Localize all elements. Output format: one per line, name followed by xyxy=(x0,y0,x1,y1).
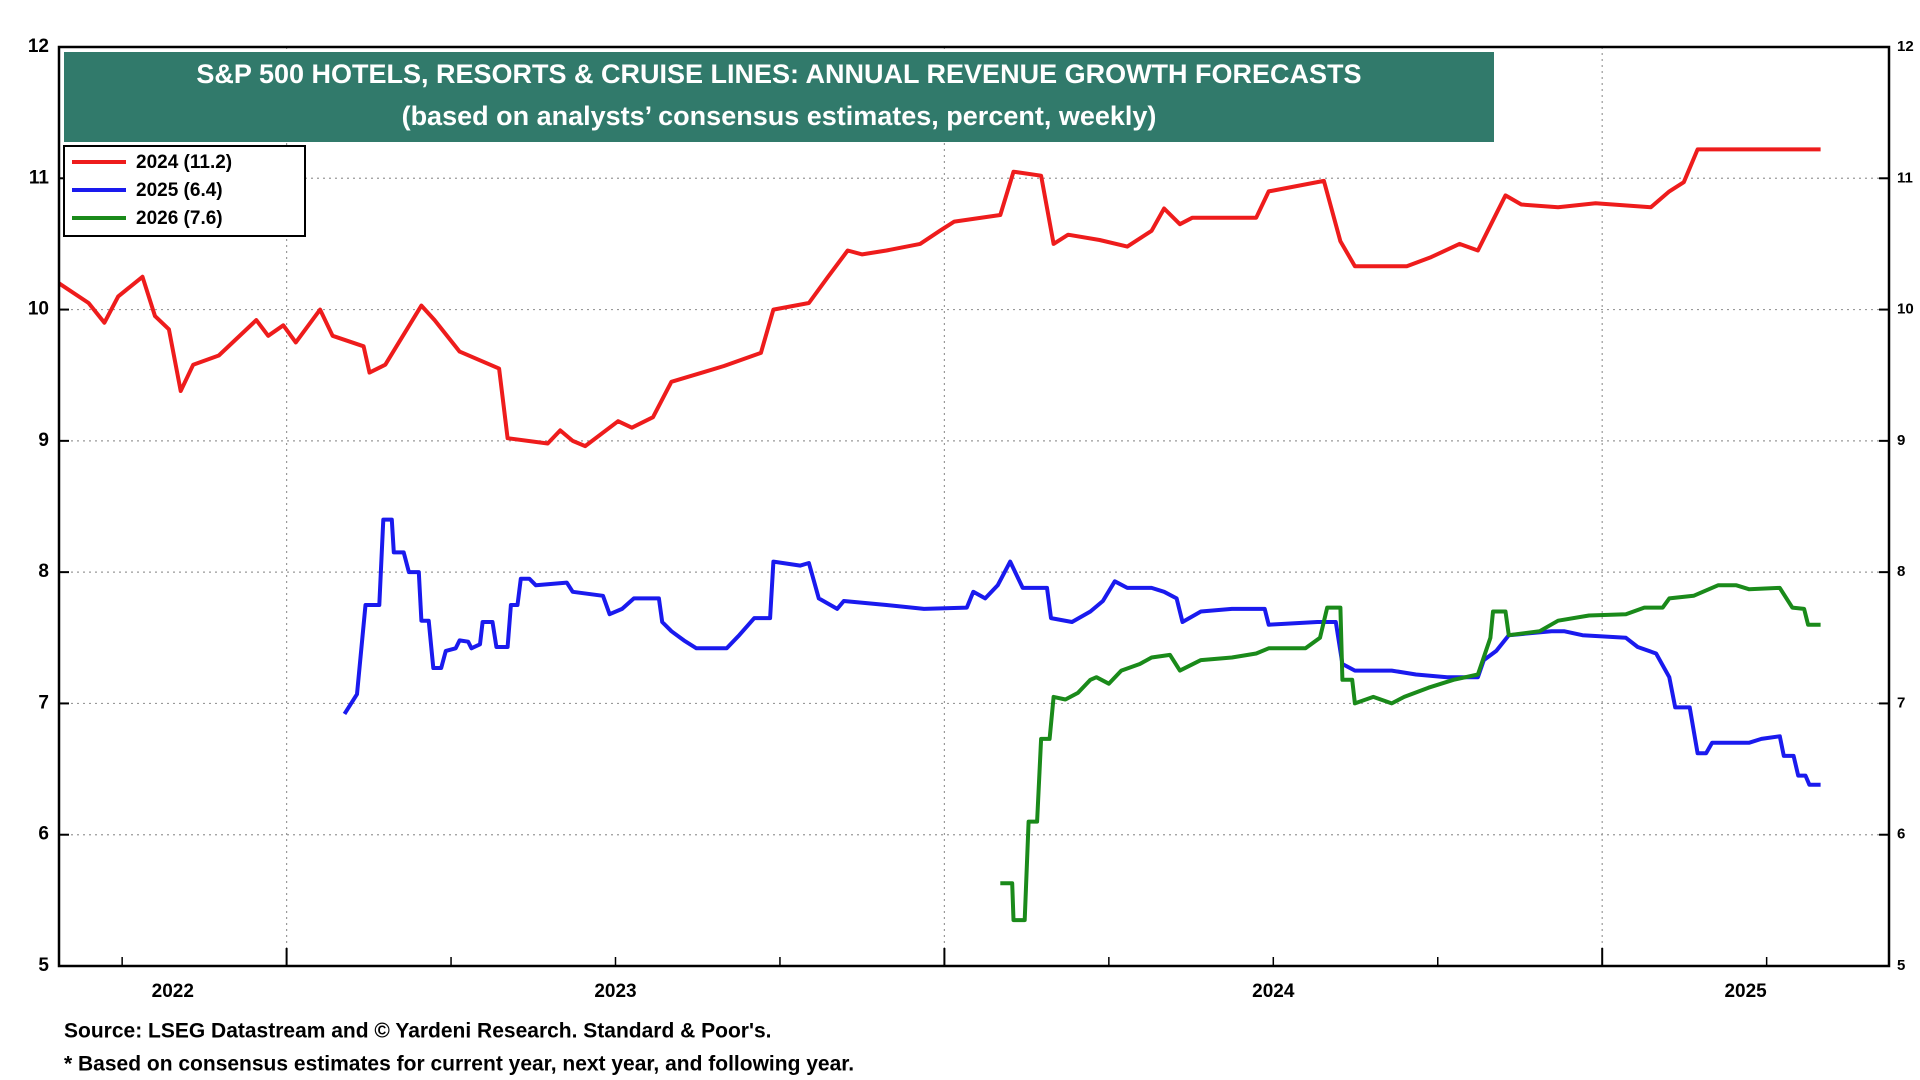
legend-label: 2025 (6.4) xyxy=(136,180,223,201)
y-tick-label: 11 xyxy=(29,167,50,188)
y-tick-label: 6 xyxy=(38,824,49,845)
legend-label: 2026 (7.6) xyxy=(136,208,223,229)
source: Source: LSEG Datastream and © Yardeni Re… xyxy=(64,1020,771,1043)
series-line xyxy=(342,517,1821,787)
y2-tick-label: 5 xyxy=(1897,957,1905,974)
y-tick-label: 10 xyxy=(28,299,49,320)
y2-tick-label: 9 xyxy=(1897,432,1905,449)
y-tick-label: 9 xyxy=(38,430,49,451)
legend-label: 2024 (11.2) xyxy=(136,152,232,173)
chart-subtitle: (based on analysts’ consensus estimates,… xyxy=(402,101,1157,131)
series-line xyxy=(57,147,1821,449)
y2-tick-label: 11 xyxy=(1897,169,1913,186)
y2-tick-label: 10 xyxy=(1897,301,1914,318)
y-tick-label: 12 xyxy=(28,36,49,57)
y-tick-label: 8 xyxy=(38,561,49,582)
title-box xyxy=(64,52,1494,142)
y2-tick-label: 7 xyxy=(1897,694,1905,711)
y2-tick-label: 8 xyxy=(1897,563,1905,580)
note: * Based on consensus estimates for curre… xyxy=(64,1053,854,1076)
x-tick-label: 2025 xyxy=(1724,981,1767,1002)
y-tick-label: 5 xyxy=(38,955,49,976)
y2-tick-label: 12 xyxy=(1897,38,1914,55)
x-tick-label: 2023 xyxy=(594,981,636,1002)
series-line xyxy=(1000,583,1821,923)
chart-title: S&P 500 HOTELS, RESORTS & CRUISE LINES: … xyxy=(196,59,1361,89)
y-tick-label: 7 xyxy=(38,692,49,713)
plot-frame xyxy=(57,45,1891,968)
x-tick-label: 2024 xyxy=(1252,981,1295,1002)
x-tick-label: 2022 xyxy=(152,981,194,1002)
y2-tick-label: 6 xyxy=(1897,826,1905,843)
